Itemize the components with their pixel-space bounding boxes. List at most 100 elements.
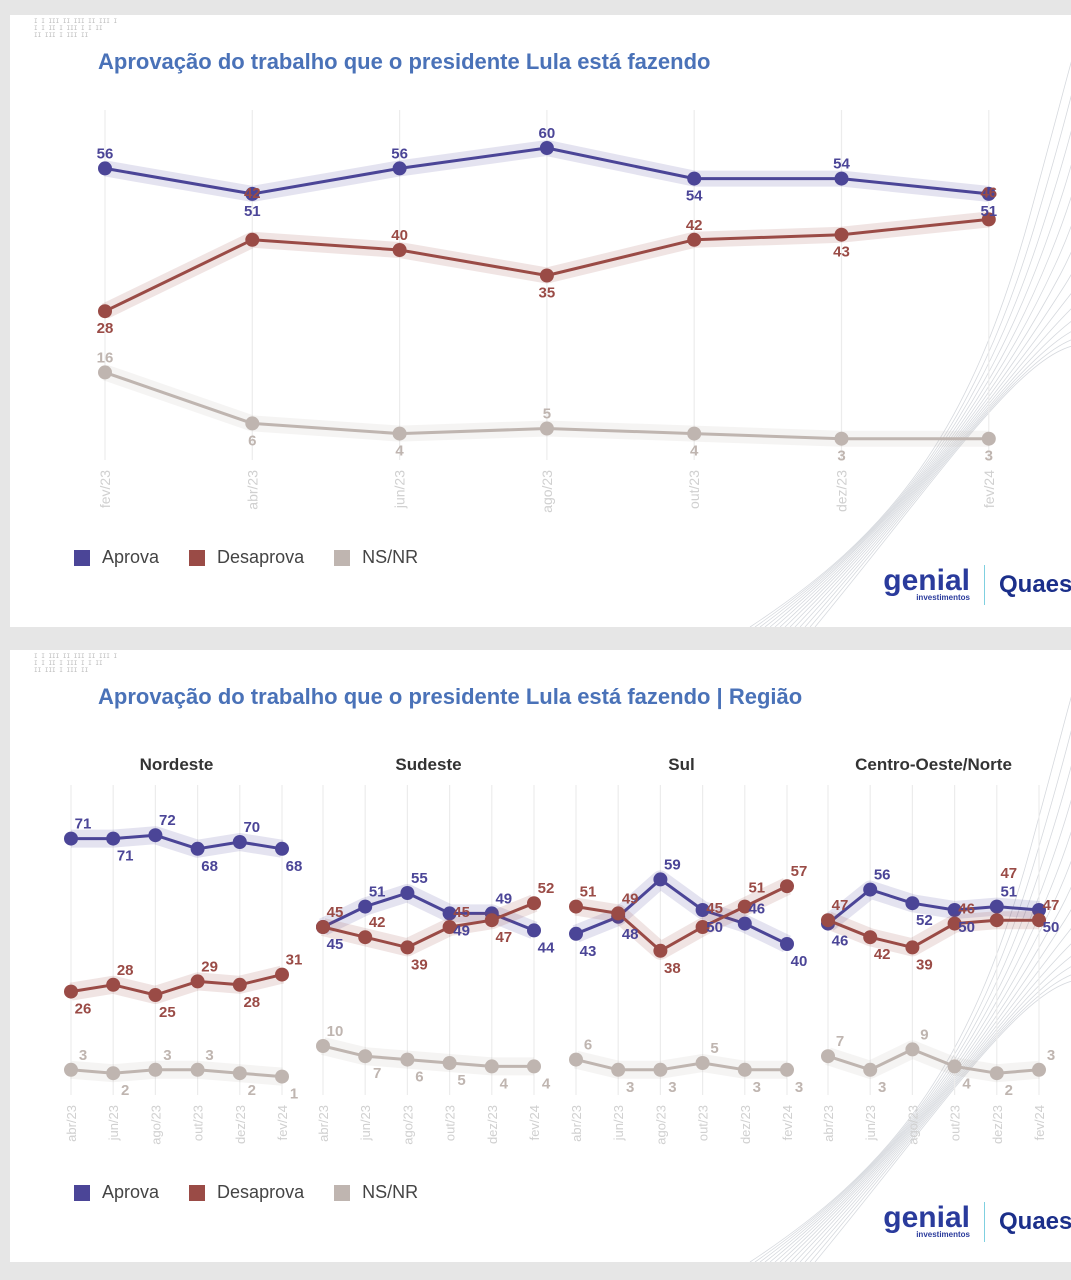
series-line-aprova (827, 888, 1040, 925)
data-label-aprova: 56 (391, 145, 408, 162)
national-approval-card: fev/23 abr/23 jun/23 ago/23 out/23 dez/23 fev/… (10, 15, 1071, 627)
series-line-desaprova (575, 884, 788, 953)
data-label-desaprova: 28 (243, 994, 260, 1011)
data-label-aprova: 44 (538, 939, 555, 956)
data-label-desaprova: 42 (369, 914, 386, 931)
decorative-wave (799, 320, 1071, 627)
data-point-desaprova (695, 920, 710, 934)
data-label-desaprova: 49 (622, 890, 639, 907)
x-tick-label: fev/24 (275, 1105, 290, 1140)
data-label-aprova: 45 (327, 936, 344, 953)
data-point-nsnr (484, 1059, 499, 1074)
data-point-nsnr (527, 1059, 541, 1074)
data-label-aprova: 50 (1043, 919, 1060, 936)
data-point-nsnr (232, 1066, 247, 1081)
legend-desaprova: Desaprova (189, 547, 304, 568)
x-tick-label: out/23 (686, 470, 702, 509)
x-tick-label: jun/23 (392, 470, 408, 509)
panel-title: Nordeste (140, 755, 214, 774)
x-tick-label: dez/23 (990, 1105, 1005, 1144)
series-line-nsnr (70, 1068, 283, 1079)
data-label-nsnr: 2 (1005, 1082, 1013, 1099)
x-tick-label: out/23 (443, 1105, 458, 1141)
legend-label: NS/NR (362, 547, 419, 567)
data-point-nsnr (905, 1042, 920, 1057)
data-point-desaprova (780, 879, 794, 894)
data-label-desaprova: 51 (748, 880, 765, 897)
data-label-nsnr: 3 (837, 448, 845, 465)
data-label-desaprova: 45 (327, 904, 344, 921)
decorative-wave (779, 886, 1071, 1262)
data-label-aprova: 50 (958, 919, 975, 936)
deco-line: I I II I III I I II (34, 25, 103, 32)
legend-desaprova: Desaprova (189, 1182, 304, 1203)
data-point-desaprova (539, 268, 554, 283)
data-label-desaprova: 57 (791, 863, 808, 880)
data-point-nsnr (106, 1066, 121, 1081)
data-point-aprova (947, 903, 962, 917)
deco-line: I I III II III II III I (34, 18, 118, 25)
data-label-nsnr: 2 (248, 1082, 256, 1099)
data-label-aprova: 56 (874, 867, 891, 884)
data-label-desaprova: 26 (75, 1001, 92, 1018)
data-point-desaprova (611, 906, 626, 921)
x-tick-label: dez/23 (834, 470, 850, 512)
data-point-nsnr (98, 365, 112, 380)
decorative-wave (794, 308, 1071, 627)
data-label-aprova: 59 (664, 856, 681, 873)
data-label-nsnr: 4 (542, 1075, 551, 1092)
series-line-aprova (71, 833, 283, 851)
x-tick-label: jun/23 (106, 1105, 121, 1141)
data-point-desaprova (442, 920, 457, 934)
data-label-nsnr: 3 (626, 1079, 634, 1096)
x-tick-label: fev/24 (981, 470, 997, 508)
data-label-aprova: 49 (495, 890, 512, 907)
data-point-desaprova (737, 899, 752, 914)
legend-label: Aprova (102, 547, 160, 567)
data-label-desaprova: 47 (495, 929, 512, 946)
data-label-nsnr: 1 (290, 1086, 298, 1103)
decorative-wave (764, 164, 1071, 627)
data-label-desaprova: 52 (538, 880, 555, 897)
data-point-nsnr (539, 421, 554, 436)
x-tick-label: jun/23 (863, 1105, 878, 1141)
panel-title: Centro-Oeste/Norte (855, 755, 1012, 774)
x-tick-label: abr/23 (64, 1105, 79, 1142)
x-tick-label: jun/23 (358, 1105, 373, 1141)
data-label-aprova: 71 (75, 816, 92, 833)
data-point-aprova (653, 872, 668, 887)
x-tick-label: ago/23 (148, 1105, 163, 1145)
chart-title: Aprovação do trabalho que o presidente L… (98, 49, 711, 74)
data-label-desaprova: 40 (391, 227, 408, 244)
data-point-nsnr (780, 1062, 794, 1077)
x-tick-label: fev/24 (1032, 1105, 1047, 1140)
quaest-logo: Quaest (999, 571, 1071, 598)
data-point-aprova (981, 186, 996, 201)
data-point-desaprova (947, 916, 962, 931)
decorative-barcode: I I III II III II III I I I II I III I I… (34, 18, 117, 39)
data-label-nsnr: 3 (985, 448, 993, 465)
data-label-desaprova: 47 (1000, 865, 1017, 882)
data-point-nsnr (64, 1062, 78, 1077)
data-point-desaprova (358, 930, 373, 945)
data-point-aprova (780, 937, 794, 951)
x-tick-label: ago/23 (539, 470, 555, 513)
data-point-nsnr (400, 1052, 415, 1067)
data-point-nsnr (821, 1049, 835, 1064)
data-point-aprova (232, 835, 247, 849)
x-tick-label: abr/23 (244, 470, 260, 510)
data-label-aprova: 46 (832, 933, 849, 950)
data-point-aprova (392, 161, 407, 176)
data-point-desaprova (148, 988, 163, 1002)
decorative-wave (754, 95, 1071, 627)
data-label-aprova: 68 (201, 858, 218, 875)
data-point-nsnr (653, 1062, 668, 1077)
data-point-desaprova (569, 899, 583, 914)
decorative-wave (774, 225, 1071, 627)
data-point-desaprova (190, 974, 205, 989)
decorative-wave (754, 730, 1071, 1262)
genial-logo-text: genial (883, 1201, 970, 1234)
series-line-nsnr (322, 1044, 534, 1068)
data-point-desaprova (400, 940, 415, 955)
data-label-aprova: 51 (369, 884, 386, 901)
